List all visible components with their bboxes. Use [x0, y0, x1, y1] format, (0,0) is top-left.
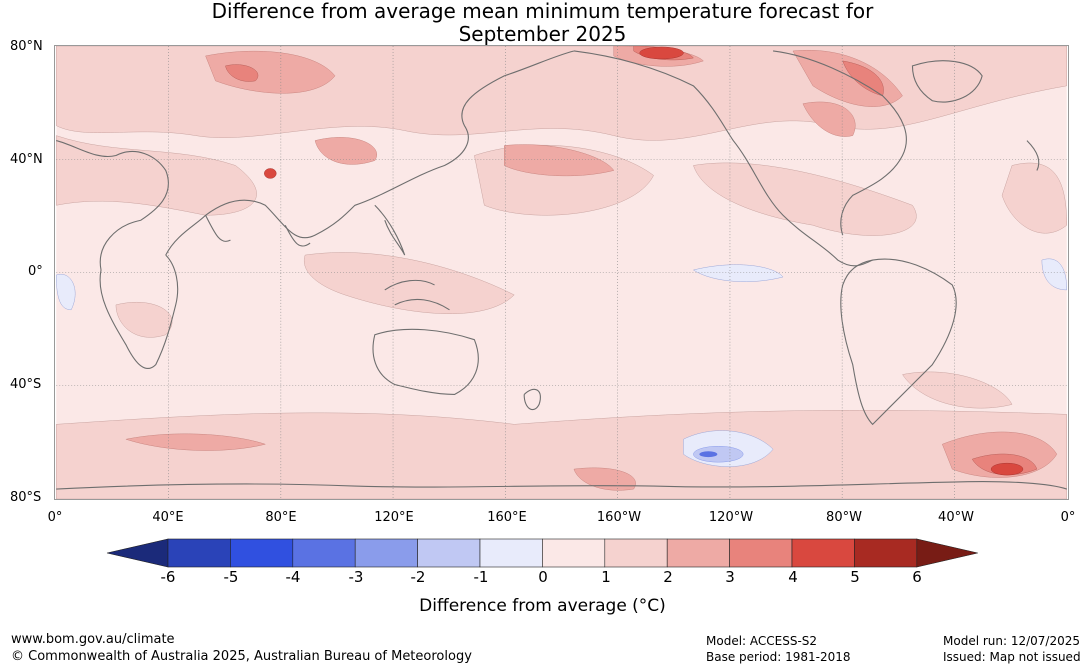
- colorbar-segment: [292, 538, 356, 568]
- title-line-2: September 2025: [458, 22, 627, 46]
- colorbar-segment: [230, 538, 294, 568]
- forecast-map: [54, 45, 1069, 500]
- anomaly-neg-3-2-layer: [699, 451, 718, 458]
- title-line-1: Difference from average mean minimum tem…: [211, 0, 874, 23]
- colorbar-tick: 2: [663, 568, 673, 586]
- colorbar-tick: 1: [601, 568, 611, 586]
- colorbar-tick: 6: [912, 568, 922, 586]
- colorbar-segment: [729, 538, 793, 568]
- colorbar-tick: -6: [160, 568, 176, 586]
- colorbar-extend-low: [106, 538, 169, 568]
- lon-label-120w: 120°W: [708, 510, 754, 525]
- colorbar-tick: -1: [473, 568, 489, 586]
- colorbar-tick: -4: [285, 568, 301, 586]
- colorbar-tick: -5: [223, 568, 239, 586]
- colorbar: [106, 538, 978, 568]
- footer-issued: Issued: Map not issued: [943, 650, 1081, 664]
- lon-label-0-right: 0°: [1060, 510, 1076, 525]
- colorbar-segment: [542, 538, 606, 568]
- colorbar-tick: -3: [348, 568, 364, 586]
- colorbar-title: Difference from average (°C): [419, 596, 666, 616]
- lon-label-80w: 80°W: [826, 510, 862, 525]
- coastlines: [56, 50, 1067, 490]
- colorbar-extend-high: [916, 538, 978, 568]
- colorbar-segment: [167, 538, 231, 568]
- lat-label-40s: 40°S: [10, 377, 42, 392]
- colorbar-segment: [791, 538, 855, 568]
- footer-url: www.bom.gov.au/climate: [11, 632, 175, 647]
- lon-label-160w: 160°W: [596, 510, 642, 525]
- colorbar-tick: 5: [850, 568, 860, 586]
- anomaly-4-5-layer: [264, 46, 1024, 476]
- lat-label-0: 0°: [28, 264, 43, 279]
- lat-label-40n: 40°N: [10, 152, 43, 167]
- map-title: Difference from average mean minimum tem…: [0, 0, 1085, 46]
- footer-model-run: Model run: 12/07/2025: [943, 634, 1081, 648]
- lon-label-0: 0°: [47, 510, 63, 525]
- colorbar-segment: [854, 538, 918, 568]
- colorbar-segment: [417, 538, 481, 568]
- colorbar-segments: [106, 538, 978, 568]
- lon-label-120e: 120°E: [374, 510, 414, 525]
- colorbar-tick: 3: [725, 568, 735, 586]
- footer-base-period: Base period: 1981-2018: [706, 650, 851, 664]
- colorbar-segment: [604, 538, 668, 568]
- colorbar-segment: [354, 538, 418, 568]
- colorbar-segment: [666, 538, 730, 568]
- lon-label-40w: 40°W: [938, 510, 974, 525]
- colorbar-tick: 4: [788, 568, 798, 586]
- anomaly-neg-2-1-layer: [693, 445, 744, 463]
- footer-copyright: © Commonwealth of Australia 2025, Austra…: [11, 649, 472, 664]
- gridlines: [56, 46, 1067, 499]
- colorbar-tick: -2: [410, 568, 426, 586]
- lat-label-80s: 80°S: [10, 490, 42, 505]
- colorbar-tick: 0: [538, 568, 548, 586]
- lat-label-80n: 80°N: [10, 39, 43, 54]
- lon-label-80e: 80°E: [265, 510, 297, 525]
- lon-label-40e: 40°E: [152, 510, 184, 525]
- lon-label-160e: 160°E: [487, 510, 527, 525]
- colorbar-segment: [479, 538, 543, 568]
- footer-model: Model: ACCESS-S2: [706, 634, 818, 648]
